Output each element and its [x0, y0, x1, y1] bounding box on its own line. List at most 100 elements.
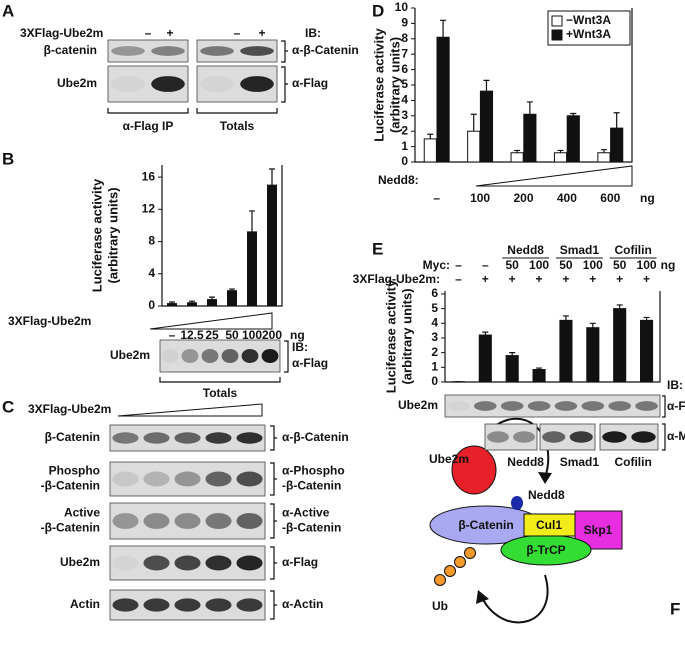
y-tick-label: 5	[401, 77, 408, 91]
ube2m-shape	[451, 445, 497, 495]
arrowhead	[476, 590, 489, 604]
panel-letter: D	[372, 1, 384, 20]
blot-band	[174, 432, 201, 444]
group-label: Smad1	[560, 455, 600, 469]
blot-band	[111, 76, 145, 92]
bar	[479, 90, 494, 163]
blot-band	[221, 348, 239, 364]
diagram-label: Ube2m	[429, 452, 469, 466]
legend-label: +Wnt3A	[566, 27, 611, 41]
lane-label: 3XFlag-Ube2m	[28, 402, 111, 416]
y-tick-label: 4	[401, 93, 408, 107]
y-tick-label: 8	[401, 31, 408, 45]
y-tick-label: 8	[148, 234, 155, 248]
myc-amount: –	[455, 258, 462, 272]
y-tick-label: 4	[431, 315, 438, 329]
bar	[532, 369, 546, 383]
blot-band	[527, 401, 551, 411]
error-bar	[509, 352, 516, 356]
blot	[159, 339, 281, 373]
error-bar	[189, 300, 195, 303]
diagram-label: Ub	[432, 599, 448, 613]
bar	[478, 334, 492, 383]
ib-label: IB:	[292, 340, 308, 354]
blot-band	[112, 513, 139, 529]
blot-band	[236, 598, 263, 612]
diagram-label: Nedd8	[528, 488, 565, 502]
y-tick-label: 0	[148, 298, 155, 312]
blot-band	[174, 555, 201, 571]
blot-band	[602, 431, 627, 443]
axis	[444, 291, 661, 383]
row-label: Ube2m	[110, 348, 150, 362]
group-label: Nedd8	[507, 455, 544, 469]
ib-label: IB:	[305, 26, 321, 40]
blot-band	[608, 401, 631, 411]
flag-sign: +	[482, 272, 489, 286]
blot-band	[236, 513, 263, 529]
y-tick-label: 6	[431, 286, 438, 300]
blot-band	[261, 348, 279, 364]
y-tick-label: 3	[401, 108, 408, 122]
bracket	[159, 377, 281, 383]
x-axis-label: 3XFlag-Ube2m	[8, 314, 91, 328]
ub-shape	[454, 556, 466, 568]
blot-band	[241, 348, 259, 364]
diagram-label: β-TrCP	[526, 543, 565, 557]
blot-band	[112, 555, 139, 571]
blot-band	[205, 555, 232, 571]
error-bar	[483, 79, 490, 92]
row-label: -β-Catenin	[41, 479, 100, 493]
x-unit: ng	[290, 328, 305, 342]
blot-band	[174, 471, 201, 487]
error-bar	[514, 149, 521, 153]
ub-shape	[434, 574, 446, 586]
bar	[586, 327, 600, 383]
error-bar	[229, 288, 235, 291]
antibody-label: α-Phospho	[282, 464, 345, 478]
x-tick-label: 400	[557, 191, 577, 205]
panel-letter: B	[2, 149, 14, 168]
row-label: Actin	[70, 597, 100, 611]
blot-band	[474, 401, 497, 411]
row-label: β-catenin	[44, 43, 97, 57]
row-label: -β-Catenin	[41, 521, 100, 535]
gradient-triangle	[475, 165, 633, 187]
blot-band	[205, 598, 232, 612]
x-tick-label: –	[433, 191, 440, 205]
blot-band	[236, 555, 263, 571]
y-tick-label: 0	[401, 154, 408, 168]
blot-band	[635, 401, 658, 411]
lane-sign: +	[166, 26, 173, 40]
y-axis-label: Luciferase activity	[89, 178, 104, 292]
flag-sign: +	[616, 272, 623, 286]
x-tick-label: 100	[242, 328, 262, 342]
error-bar	[440, 19, 447, 38]
bracket	[270, 590, 277, 620]
flag-sign: –	[455, 272, 462, 286]
antibody-label: α-Actin	[282, 597, 323, 611]
blot-band	[143, 432, 170, 444]
y-tick-label: 5	[431, 301, 438, 315]
y-tick-label: 7	[401, 46, 408, 60]
blot-band	[111, 46, 145, 56]
row-label: Phospho	[49, 464, 100, 478]
y-axis-label: (arbitrary units)	[105, 187, 120, 283]
y-tick-label: 1	[431, 359, 438, 373]
x-tick-label: 200	[262, 328, 282, 342]
y-tick-label: 10	[395, 0, 409, 14]
antibody-label: α-Flag	[667, 399, 685, 413]
lane-label: 3XFlag-Ube2m	[20, 26, 103, 40]
bar	[436, 36, 450, 163]
antibody-label: -β-Catenin	[282, 521, 341, 535]
skp1-shape	[574, 510, 623, 550]
group-label: Smad1	[560, 243, 600, 257]
blot-band	[143, 598, 170, 612]
bracket	[281, 66, 288, 103]
blot-band	[240, 46, 274, 56]
panel-letter: E	[372, 239, 383, 258]
blot-band	[569, 431, 593, 443]
panel-letter: C	[2, 397, 14, 416]
error-bar	[570, 112, 577, 116]
